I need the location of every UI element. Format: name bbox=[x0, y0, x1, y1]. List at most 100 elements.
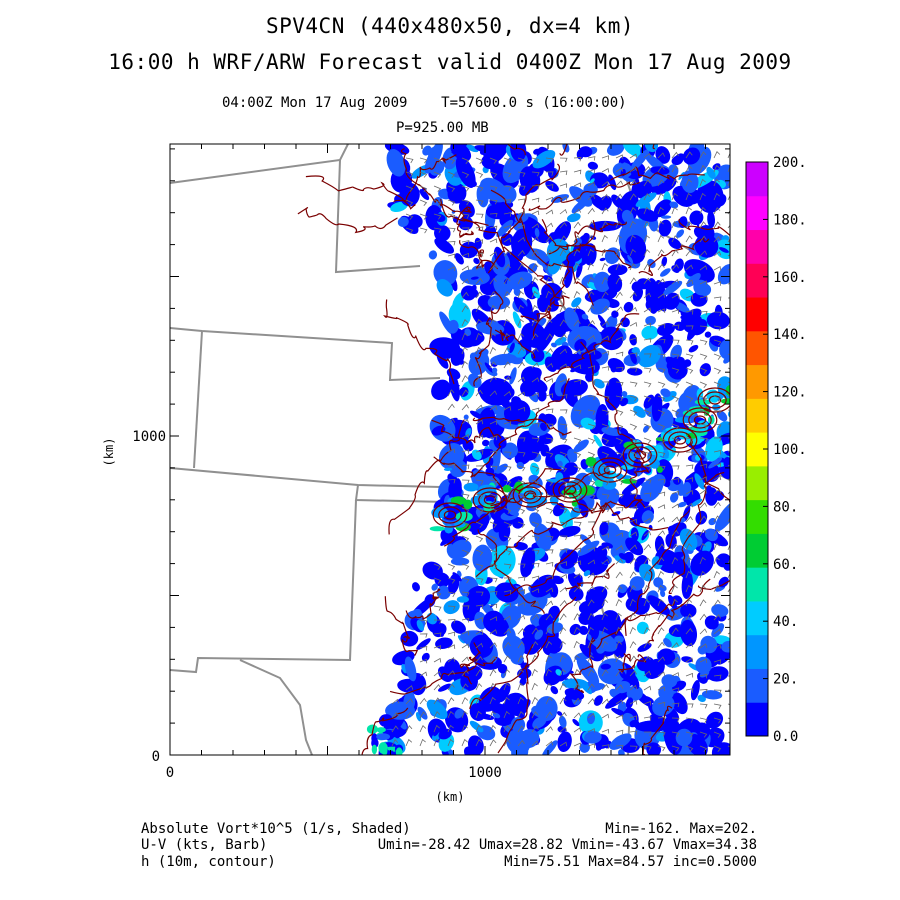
vorticity-cell bbox=[680, 603, 697, 618]
wind-barb bbox=[685, 151, 693, 159]
wind-barb bbox=[447, 710, 455, 719]
wind-barb bbox=[615, 220, 623, 229]
wind-barb bbox=[461, 563, 470, 570]
wind-barb bbox=[475, 375, 483, 383]
wind-barb bbox=[685, 613, 693, 621]
vorticity-cell bbox=[496, 427, 501, 433]
vorticity-cell bbox=[653, 577, 664, 588]
wind-barb bbox=[503, 602, 512, 608]
wind-barb bbox=[601, 640, 608, 649]
wind-barb bbox=[657, 179, 665, 187]
wind-barb bbox=[545, 740, 554, 747]
vorticity-cell bbox=[662, 716, 679, 733]
wind-barb bbox=[671, 179, 679, 187]
wind-barb bbox=[475, 450, 484, 455]
wind-barb bbox=[447, 448, 456, 454]
vorticity-cell bbox=[717, 264, 730, 285]
vorticity-cell bbox=[366, 724, 378, 734]
vorticity-cell bbox=[687, 734, 708, 755]
wind-barb bbox=[573, 451, 582, 458]
vorticity-cell bbox=[502, 442, 518, 459]
wind-barb bbox=[533, 757, 537, 760]
wind-barb bbox=[699, 221, 707, 229]
vorticity-cell bbox=[555, 669, 562, 676]
wind-barb bbox=[545, 451, 554, 458]
wind-barb bbox=[503, 725, 511, 733]
wind-barb bbox=[475, 465, 484, 470]
vorticity-shading bbox=[366, 144, 730, 755]
wind-barb bbox=[713, 717, 722, 724]
wind-barb bbox=[643, 451, 652, 458]
wind-barb bbox=[657, 598, 664, 607]
vorticity-cell bbox=[645, 315, 656, 326]
wind-barb bbox=[545, 319, 553, 327]
wind-barb bbox=[685, 599, 693, 607]
vorticity-cell bbox=[469, 720, 484, 733]
wind-barb bbox=[531, 157, 540, 164]
wind-barb bbox=[475, 604, 484, 609]
vorticity-cell bbox=[422, 561, 443, 580]
wind-barb bbox=[559, 726, 568, 733]
wind-barb bbox=[629, 557, 637, 565]
vorticity-cell bbox=[412, 582, 420, 592]
wind-barb bbox=[559, 363, 568, 369]
wind-barb bbox=[657, 152, 666, 159]
colorbar-label: 80. bbox=[773, 499, 798, 515]
wind-barb bbox=[531, 451, 540, 458]
wind-barb bbox=[629, 531, 638, 537]
vorticity-cell bbox=[609, 733, 632, 750]
wind-barb bbox=[475, 199, 484, 205]
wind-barb bbox=[475, 291, 483, 299]
vorticity-maximum bbox=[450, 496, 466, 505]
wind-barb bbox=[685, 310, 694, 315]
vorticity-cell bbox=[434, 237, 455, 254]
vorticity-maximum bbox=[728, 410, 730, 418]
vorticity-maximum bbox=[594, 479, 605, 487]
wind-barb bbox=[531, 437, 540, 443]
wind-barb bbox=[531, 210, 540, 216]
wind-barb bbox=[545, 196, 554, 202]
wind-barb bbox=[601, 599, 609, 607]
wind-barb bbox=[671, 437, 680, 444]
wind-barb bbox=[632, 757, 636, 760]
height-contour bbox=[384, 596, 419, 656]
vorticity-cell bbox=[450, 144, 472, 162]
wind-barb bbox=[489, 361, 497, 369]
wind-barb bbox=[489, 493, 498, 500]
wind-barb bbox=[503, 199, 512, 204]
wind-barb bbox=[615, 437, 624, 444]
vorticity-cell bbox=[696, 218, 700, 228]
wind-barb bbox=[559, 170, 568, 176]
wind-barb bbox=[643, 220, 650, 229]
wind-barb bbox=[685, 657, 694, 663]
wind-barb bbox=[685, 516, 693, 523]
wind-barb bbox=[722, 757, 726, 760]
wind-barb bbox=[461, 577, 470, 584]
wind-barb bbox=[601, 437, 610, 444]
wind-barb bbox=[489, 577, 498, 583]
wind-barb bbox=[545, 561, 554, 567]
vorticity-cell bbox=[574, 338, 587, 352]
wind-barb bbox=[475, 617, 483, 622]
wind-barb bbox=[475, 157, 484, 164]
height-contour bbox=[305, 175, 416, 210]
wind-barb bbox=[545, 290, 552, 299]
vorticity-cell bbox=[560, 379, 588, 398]
height-contour bbox=[504, 502, 607, 597]
wind-barb bbox=[713, 542, 720, 551]
wind-barb bbox=[559, 222, 567, 229]
wind-barb bbox=[699, 295, 708, 301]
wind-barb bbox=[545, 209, 554, 215]
wind-barb bbox=[671, 264, 679, 271]
vorticity-cell bbox=[630, 527, 639, 541]
vorticity-cell bbox=[479, 377, 514, 406]
wind-barb bbox=[587, 559, 596, 565]
vorticity-cell bbox=[663, 280, 683, 296]
wind-barb bbox=[587, 334, 596, 341]
wind-barb bbox=[657, 745, 666, 752]
wind-barb bbox=[545, 437, 554, 443]
vorticity-cell bbox=[579, 742, 590, 753]
vorticity-cell bbox=[466, 585, 491, 608]
vorticity-cell bbox=[723, 457, 730, 473]
wind-barb bbox=[517, 655, 525, 663]
